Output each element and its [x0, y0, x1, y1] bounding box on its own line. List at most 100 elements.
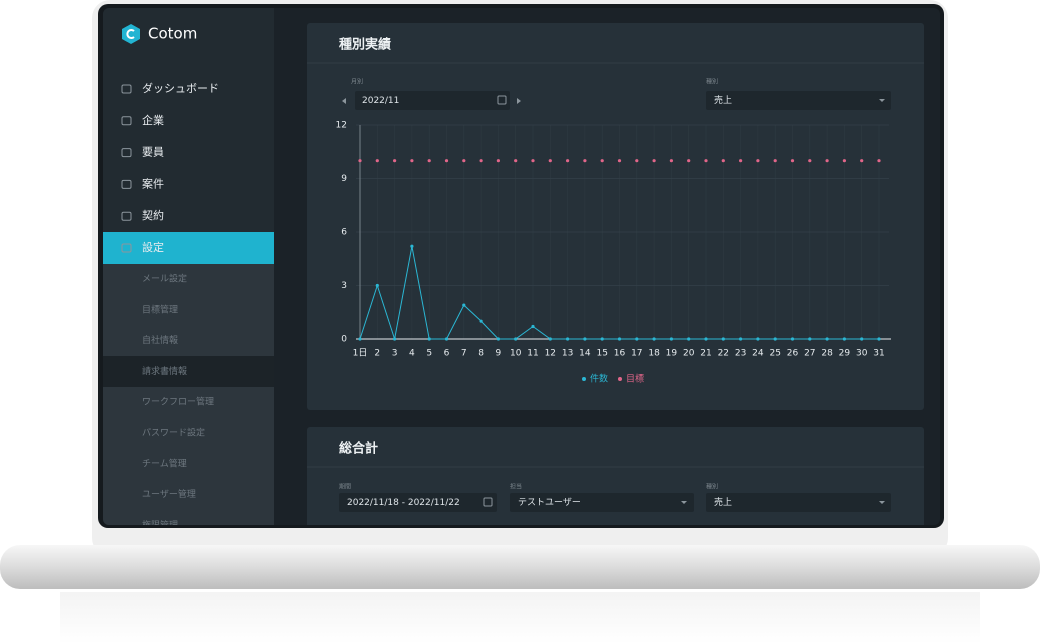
data-point — [548, 337, 552, 341]
owner-select[interactable] — [510, 493, 694, 512]
menu-item[interactable]: 企業 — [142, 113, 164, 127]
x-tick-label: 19 — [666, 349, 678, 359]
data-point — [773, 159, 777, 163]
x-tick-label: 31 — [873, 349, 884, 359]
y-tick-label: 0 — [341, 335, 347, 345]
x-tick-label: 11 — [527, 349, 538, 359]
x-tick-label: 29 — [839, 349, 851, 359]
calendar-icon — [497, 95, 507, 105]
menu-icon — [121, 84, 132, 94]
submenu-item[interactable]: メール設定 — [142, 273, 187, 285]
field-value: テストユーザー — [518, 497, 581, 508]
select-arrow — [879, 501, 885, 504]
data-point — [790, 159, 795, 163]
logo-c — [126, 29, 135, 39]
legend-label[interactable]: 目標 — [626, 373, 644, 385]
data-point — [444, 337, 449, 341]
x-tick-label: 15 — [596, 349, 607, 359]
data-point — [721, 337, 725, 341]
data-point — [687, 159, 691, 163]
data-point — [566, 337, 570, 341]
data-point — [739, 159, 743, 163]
legend-label[interactable]: 件数 — [590, 373, 608, 385]
submenu-item[interactable]: ワークフロー管理 — [142, 396, 214, 408]
data-point — [669, 337, 674, 341]
x-tick-label: 4 — [409, 349, 415, 359]
field-value: 売上 — [714, 94, 732, 106]
y-tick-label: 3 — [341, 281, 347, 291]
submenu-item[interactable]: パスワード設定 — [142, 427, 205, 439]
panel-title: 種別実績 — [339, 37, 391, 53]
submenu-selected — [103, 356, 274, 387]
menu: ダッシュボード企業要員案件契約設定メール設定目標管理自社情報請求書情報ワークフロ… — [121, 81, 219, 531]
month-input[interactable] — [355, 91, 510, 110]
data-point — [773, 337, 777, 341]
submenu-item[interactable]: 自社情報 — [142, 334, 178, 346]
prev-arrow[interactable] — [342, 98, 346, 104]
select-arrow — [681, 501, 687, 504]
data-point — [652, 337, 656, 341]
x-tick-label: 5 — [426, 349, 432, 359]
data-point — [479, 319, 483, 323]
data-point — [548, 159, 552, 163]
data-point — [600, 337, 604, 341]
data-point — [825, 159, 829, 163]
data-point — [617, 337, 622, 341]
next-arrow[interactable] — [517, 98, 521, 104]
field-value: 売上 — [714, 496, 732, 508]
data-point — [393, 159, 397, 163]
menu-item[interactable]: 要員 — [142, 146, 164, 159]
submenu-item[interactable]: 権限管理 — [142, 519, 178, 531]
menu-item[interactable]: 案件 — [142, 176, 164, 190]
x-tick-label: 2 — [374, 349, 380, 359]
data-point — [825, 337, 829, 341]
kind-select[interactable] — [706, 493, 891, 512]
data-point — [790, 337, 795, 341]
field-label: 種別 — [706, 483, 718, 491]
data-point — [514, 337, 518, 341]
data-point — [704, 159, 708, 163]
field-label: 期間 — [339, 483, 351, 491]
x-tick-label: 6 — [444, 349, 450, 359]
x-tick-label: 3 — [392, 349, 398, 359]
select-arrow — [879, 99, 885, 102]
data-point — [652, 159, 656, 163]
data-point — [687, 337, 691, 341]
menu-icon — [121, 211, 132, 221]
legend-dot — [618, 377, 622, 381]
menu-item[interactable]: ダッシュボード — [142, 81, 219, 95]
panel — [307, 427, 924, 525]
x-tick-label: 22 — [718, 349, 729, 359]
submenu-item[interactable]: チーム管理 — [142, 457, 187, 469]
data-point — [721, 159, 725, 163]
data-point — [444, 159, 449, 163]
legend-dot — [582, 377, 586, 381]
kind-select[interactable] — [706, 91, 891, 110]
data-point — [808, 337, 812, 341]
period-input[interactable] — [339, 493, 497, 512]
data-point — [393, 337, 397, 341]
panel — [307, 23, 924, 410]
data-point — [566, 159, 570, 163]
submenu-item[interactable]: 請求書情報 — [142, 365, 187, 377]
menu-item[interactable]: 設定 — [142, 240, 164, 254]
data-point — [860, 337, 864, 341]
data-point — [617, 159, 622, 163]
x-tick-label: 1日 — [353, 348, 368, 359]
data-point — [375, 283, 379, 288]
calendar-icon — [483, 497, 493, 507]
data-point — [479, 159, 483, 163]
reflection — [60, 592, 980, 644]
x-tick-label: 13 — [562, 349, 573, 359]
data-point — [877, 159, 881, 163]
data-point — [496, 159, 500, 163]
menu-item[interactable]: 契約 — [142, 208, 164, 222]
submenu-item[interactable]: 目標管理 — [142, 303, 178, 315]
submenu-item[interactable]: ユーザー管理 — [142, 488, 196, 500]
data-point — [531, 159, 535, 163]
data-point — [531, 324, 535, 329]
x-tick-label: 28 — [821, 349, 833, 359]
data-point — [427, 159, 431, 163]
screen: Cotom ダッシュボード企業要員案件契約設定メール設定目標管理自社情報請求書情… — [103, 8, 940, 531]
x-tick-label: 7 — [461, 349, 467, 359]
